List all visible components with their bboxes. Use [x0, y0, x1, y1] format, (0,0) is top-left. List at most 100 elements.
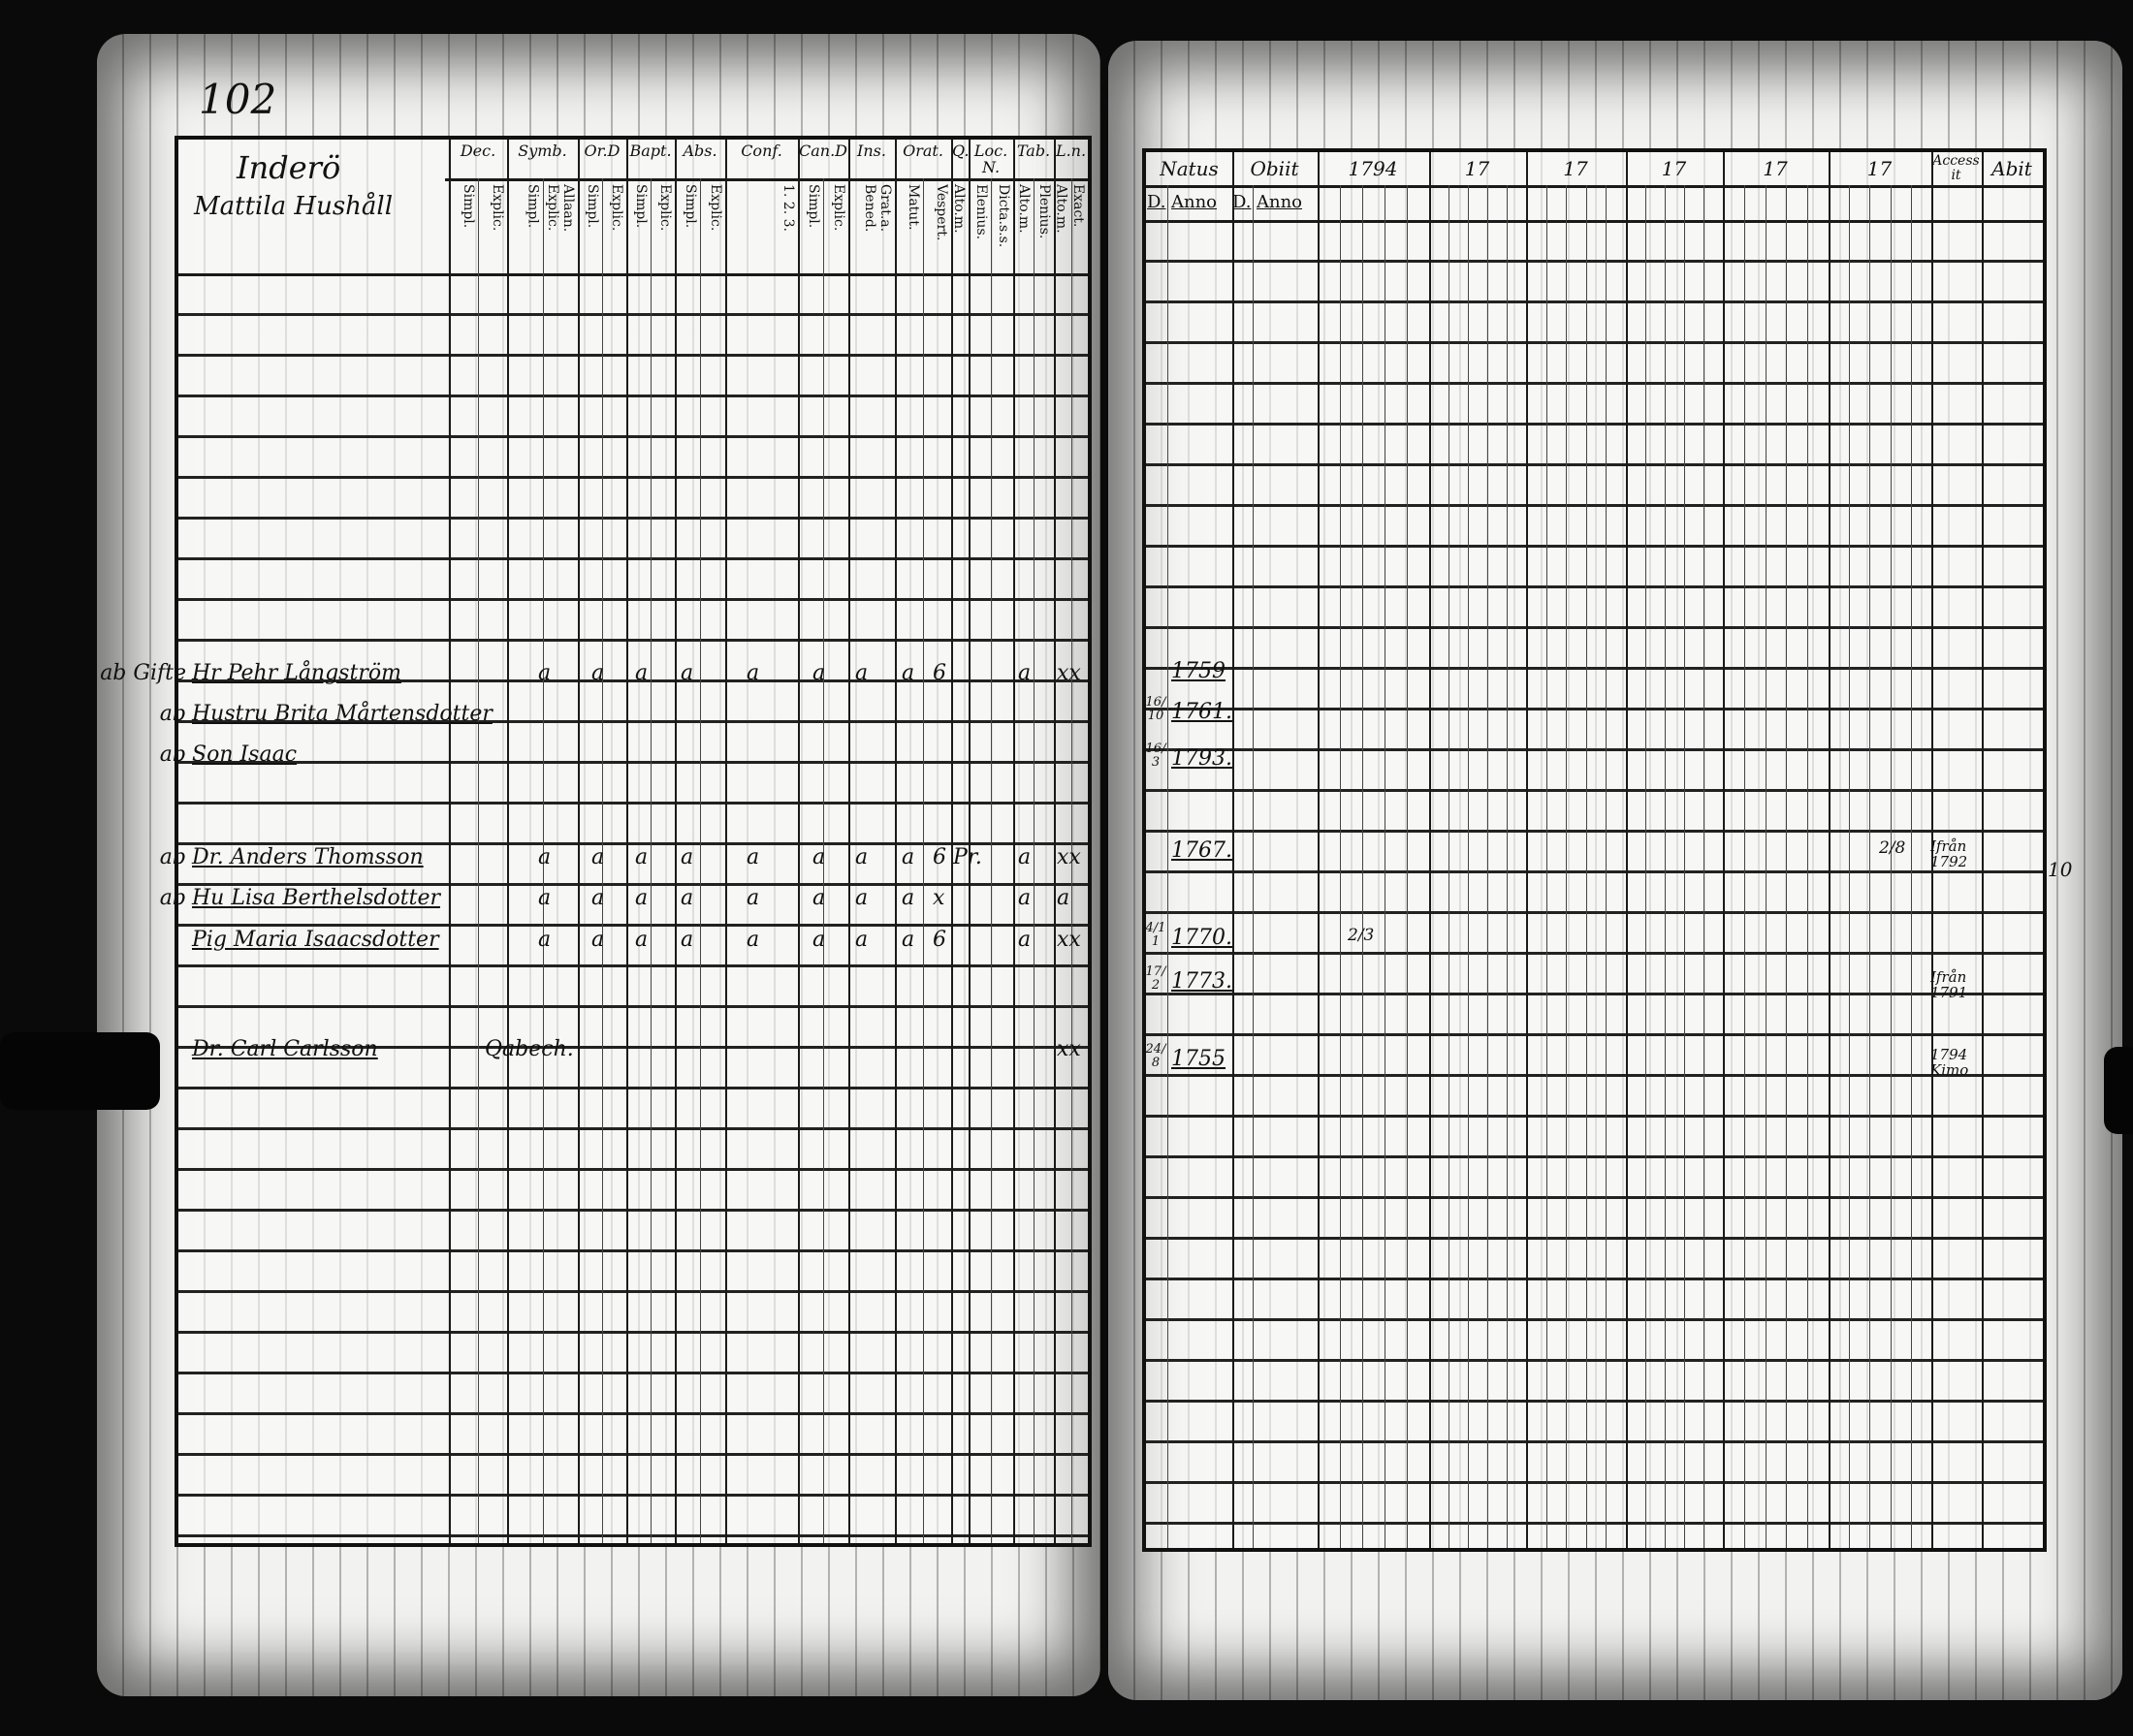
- entry-name: Dr. Carl Carlsson: [192, 1037, 378, 1061]
- sub-column-label: Simpl.: [633, 184, 649, 229]
- left-register-table: Inderö Mattila Hushåll Dec. Simpl. Explic.…: [175, 136, 1092, 1547]
- entry-name: Hu Lisa Berthelsdotter: [192, 886, 440, 910]
- catechism-mark: a: [681, 928, 694, 952]
- catechism-mark: a: [855, 845, 869, 869]
- catechism-mark: xx: [1057, 845, 1081, 869]
- catechism-mark: a: [902, 845, 915, 869]
- sub-column-divider: [823, 178, 824, 1543]
- column-divider: [626, 140, 628, 1543]
- column-divider: [1013, 140, 1015, 1543]
- header-rule: [1146, 220, 2043, 223]
- accessit-note: Ifrån 1792: [1930, 837, 1968, 870]
- sub-column-divider: [478, 178, 479, 1543]
- sub-column-label: Grat.a. Bened.: [862, 184, 893, 233]
- margin-note: ab: [159, 845, 186, 869]
- column-group-label: 17: [1763, 157, 1788, 180]
- catechism-mark: a: [855, 928, 869, 952]
- sub-column-divider: [1545, 185, 1547, 1548]
- sub-column-label-obiit-year: Anno: [1257, 192, 1303, 212]
- catechism-mark: a: [855, 661, 869, 685]
- catechism-mark: a: [812, 886, 826, 910]
- catechism-mark: a: [812, 928, 826, 952]
- column-group-label: 17: [1661, 157, 1687, 180]
- column-group-label: Obiit: [1250, 157, 1299, 180]
- birth-day: 4/11: [1145, 921, 1166, 949]
- margin-note: ab Gifte: [100, 661, 186, 685]
- catechism-mark: a: [681, 886, 694, 910]
- column-divider: [675, 140, 677, 1543]
- sub-column-label: Simpl.: [461, 184, 476, 229]
- column-divider: [1232, 152, 1234, 1548]
- catechism-mark: a: [1018, 845, 1032, 869]
- birth-year: 1770.: [1171, 926, 1232, 950]
- catechism-mark: a: [747, 928, 760, 952]
- sub-column-divider: [1849, 185, 1851, 1548]
- column-divider: [798, 140, 800, 1543]
- right-register-table: Natus Obiit 1794 17 17 17 17 17 Accessit Abit D. An…: [1142, 148, 2047, 1552]
- catechism-mark: xx: [1057, 661, 1081, 685]
- catechism-mark: a: [681, 845, 694, 869]
- column-divider: [848, 140, 850, 1543]
- column-group-label: Abs.: [683, 142, 717, 160]
- column-group-label: Tab.: [1016, 142, 1051, 160]
- entry-name: Pig Maria Isaacsdotter: [192, 928, 439, 952]
- sub-column-divider: [1743, 185, 1745, 1548]
- household-title: Mattila Hushåll: [194, 192, 394, 221]
- column-group-label: Can.D: [799, 142, 847, 160]
- sub-column-label: Explic.: [657, 184, 673, 232]
- catechism-mark: a: [812, 661, 826, 685]
- sub-column-divider: [1910, 185, 1912, 1548]
- column-divider: [725, 140, 727, 1543]
- sub-column-label-natus-year: Anno: [1171, 192, 1218, 212]
- column-divider: [951, 140, 953, 1543]
- sub-column-label-obiit-day: D.: [1232, 192, 1252, 212]
- birth-year: 1773.: [1171, 969, 1232, 994]
- sub-column-label: Allaan. Explic.: [545, 184, 576, 233]
- sub-column-divider: [602, 178, 603, 1543]
- catechism-mark: a: [591, 928, 605, 952]
- header-rule: [178, 273, 1088, 276]
- catechism-mark: 6 Pr.: [933, 845, 982, 869]
- catechism-mark: a: [635, 928, 649, 952]
- catechism-mark: a: [538, 886, 552, 910]
- fraction-note: 2/3: [1348, 926, 1375, 945]
- book-clip-left: [0, 1032, 160, 1110]
- sub-column-divider: [1487, 185, 1488, 1548]
- column-divider: [1829, 152, 1831, 1548]
- sub-column-label: Alto.m.: [1016, 184, 1032, 234]
- column-divider: [1526, 152, 1528, 1548]
- sub-column-divider: [991, 178, 992, 1543]
- column-divider: [1429, 152, 1431, 1548]
- accessit-note: Ifrån 1791: [1930, 968, 1968, 1001]
- sub-column-divider: [1684, 185, 1685, 1548]
- fraction-note: 2/8: [1879, 838, 1906, 858]
- catechism-mark: 6: [933, 928, 946, 952]
- catechism-mark: x: [933, 886, 945, 910]
- sub-column-divider: [1507, 185, 1508, 1548]
- parish-title: Inderö: [237, 149, 341, 186]
- sub-column-divider: [1807, 185, 1809, 1548]
- catechism-mark: a: [635, 845, 649, 869]
- sub-column-label: Explic.: [708, 184, 723, 232]
- catechism-mark: a: [538, 928, 552, 952]
- birth-year: 1793.: [1171, 746, 1232, 771]
- column-group-label: Orat.: [903, 142, 943, 160]
- sub-column-label: Exact.: [1070, 184, 1086, 228]
- sub-column-divider: [1362, 185, 1363, 1548]
- sub-column-divider: [1765, 185, 1767, 1548]
- column-divider: [1318, 152, 1320, 1548]
- column-divider: [895, 140, 897, 1543]
- sub-column-label: Explic.: [831, 184, 846, 232]
- sub-column-divider: [1890, 185, 1892, 1548]
- catechism-mark: a: [635, 661, 649, 685]
- catechism-mark: a: [855, 886, 869, 910]
- sub-column-label: Elenius.: [973, 184, 989, 240]
- sub-column-divider: [700, 178, 701, 1543]
- sub-column-divider: [1703, 185, 1704, 1548]
- catechism-mark: a: [591, 661, 605, 685]
- column-group-label: Loc.N.: [973, 142, 1008, 176]
- column-group-label: Dec.: [460, 142, 496, 160]
- catechism-mark: a: [681, 661, 694, 685]
- catechism-mark: a: [812, 845, 826, 869]
- page-number: 102: [199, 76, 277, 123]
